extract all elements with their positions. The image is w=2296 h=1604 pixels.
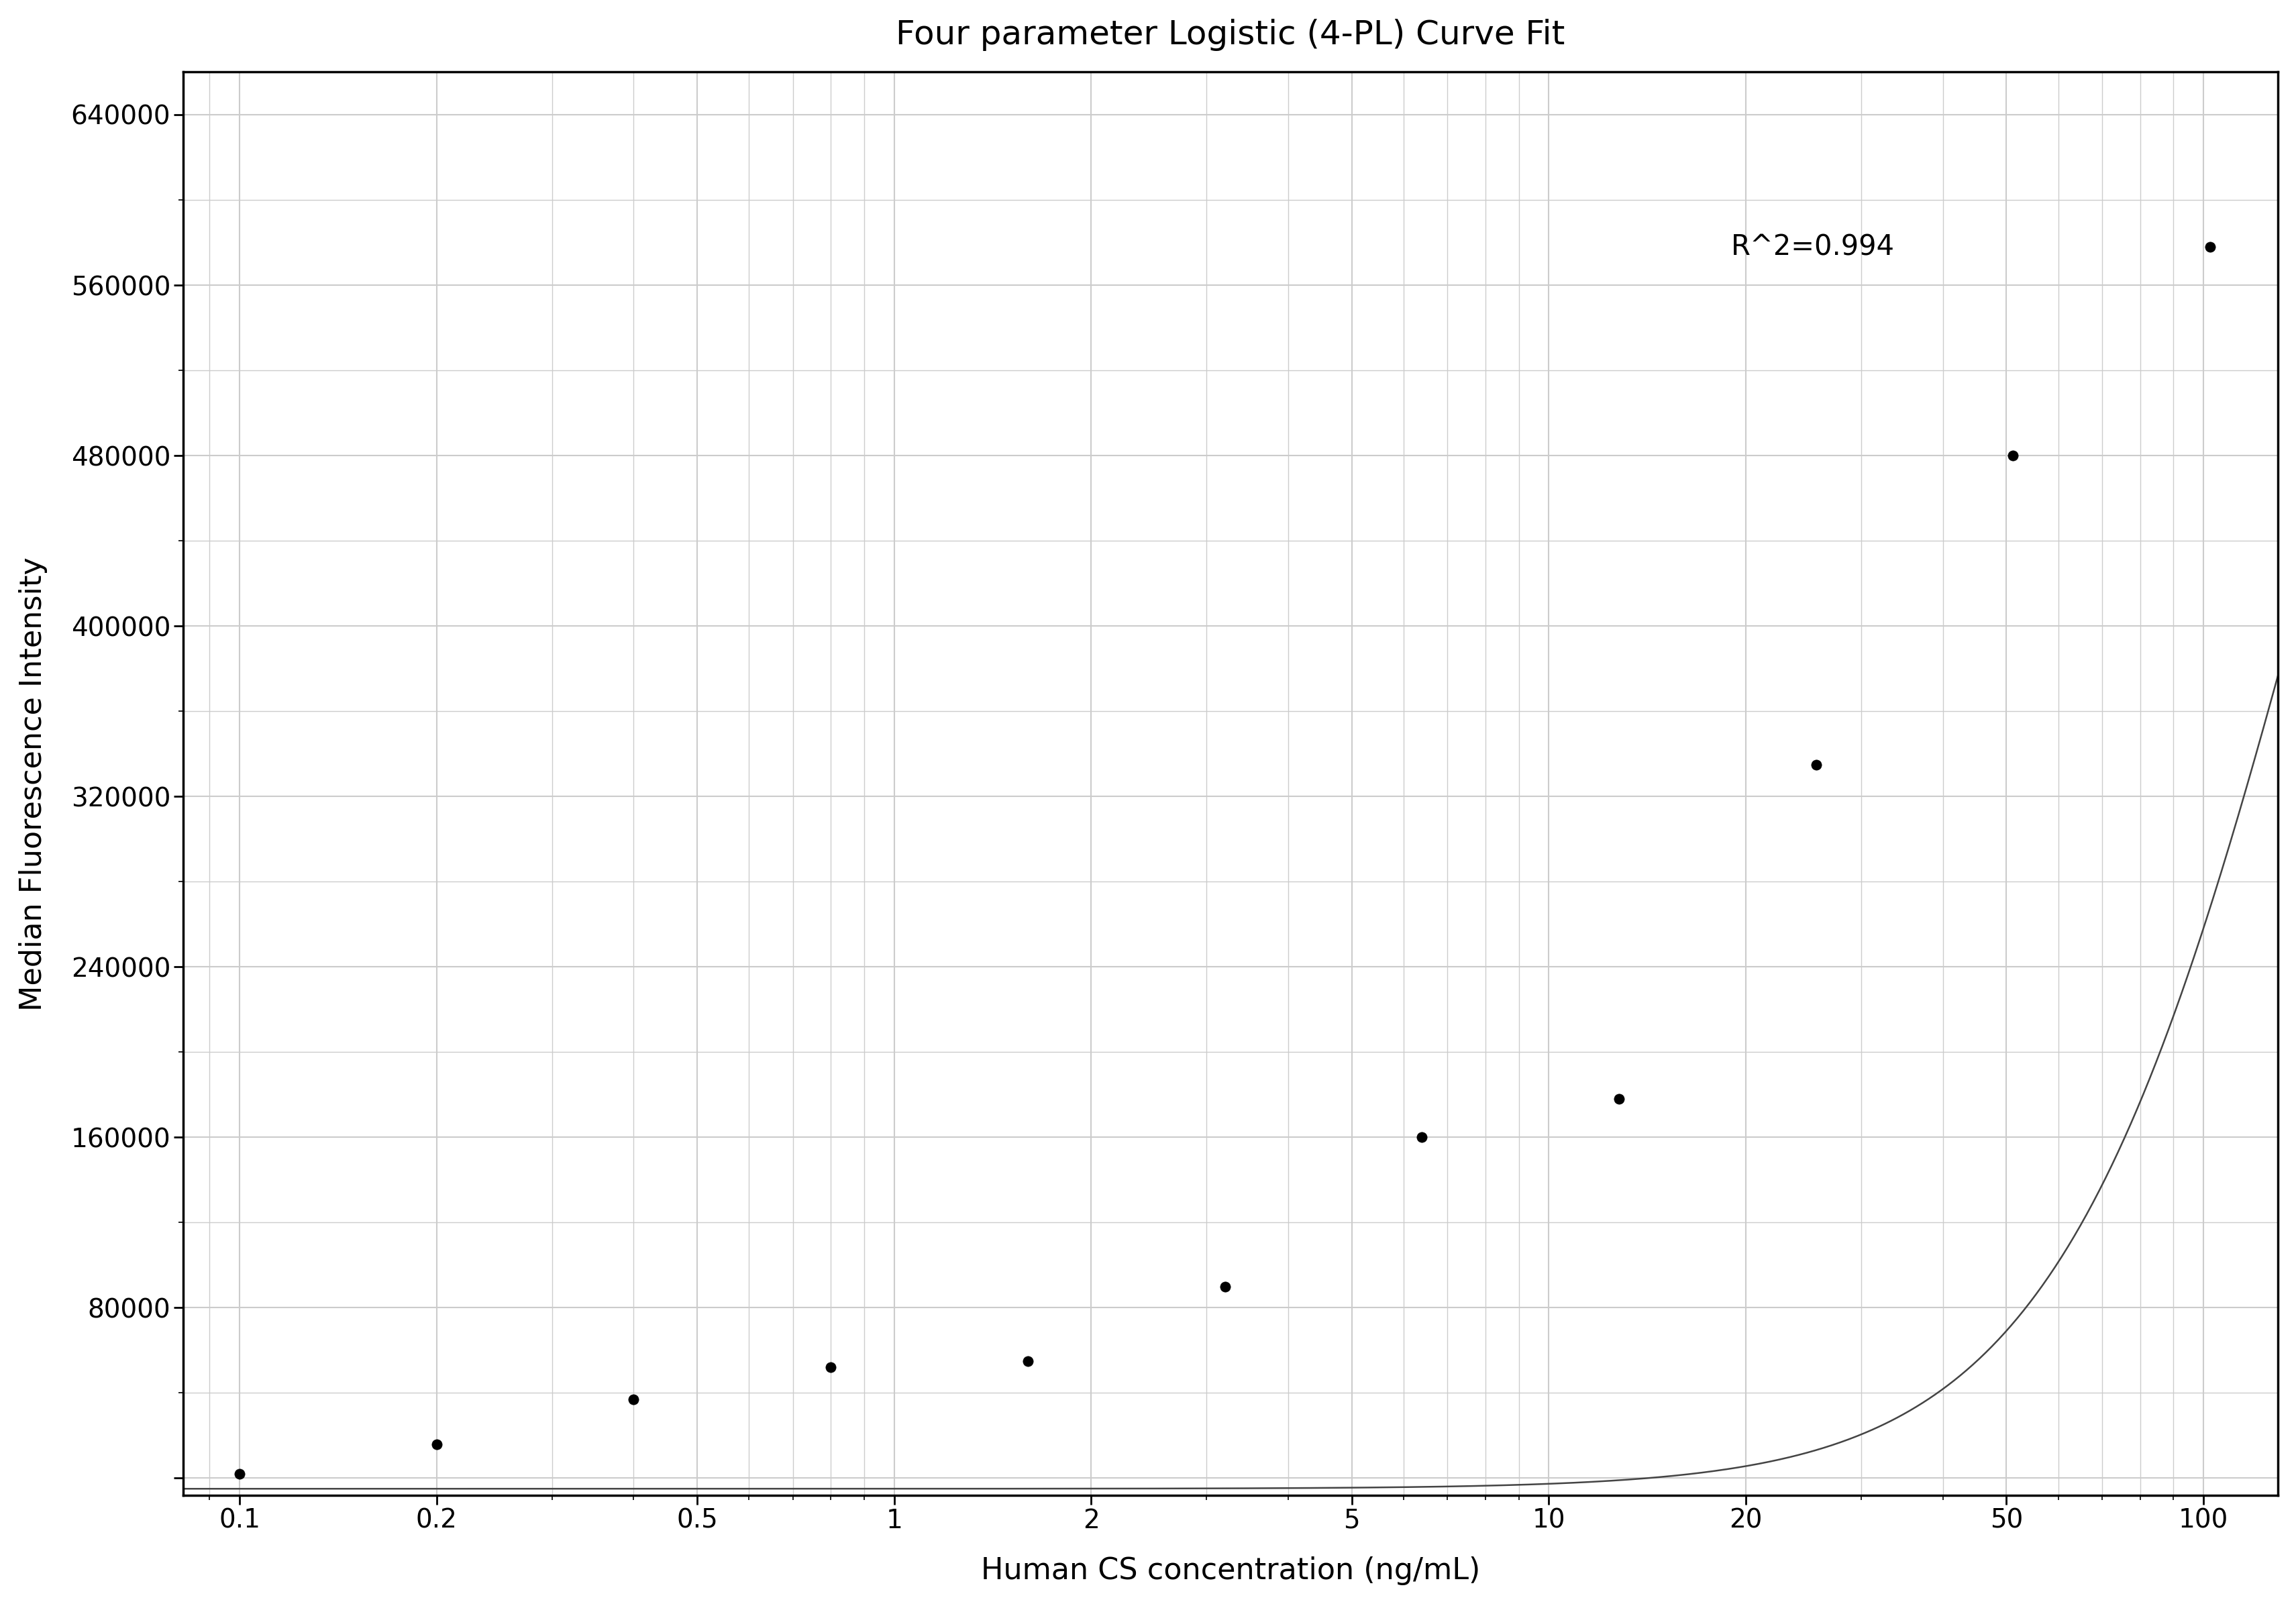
Point	[1010, 1347, 1047, 1373]
Y-axis label: Median Fluorescence Intensity: Median Fluorescence Intensity	[18, 557, 48, 1011]
Point	[615, 1386, 652, 1412]
Point	[1403, 1124, 1440, 1150]
Point	[220, 1461, 257, 1487]
X-axis label: Human CS concentration (ng/mL): Human CS concentration (ng/mL)	[980, 1556, 1481, 1585]
Point	[418, 1431, 455, 1456]
Point	[813, 1354, 850, 1379]
Point	[1205, 1274, 1242, 1299]
Point	[1995, 443, 2032, 468]
Title: Four parameter Logistic (4-PL) Curve Fit: Four parameter Logistic (4-PL) Curve Fit	[895, 19, 1566, 51]
Point	[1600, 1086, 1637, 1112]
Text: R^2=0.994: R^2=0.994	[1731, 233, 1894, 261]
Point	[1798, 752, 1835, 778]
Point	[2190, 234, 2227, 260]
